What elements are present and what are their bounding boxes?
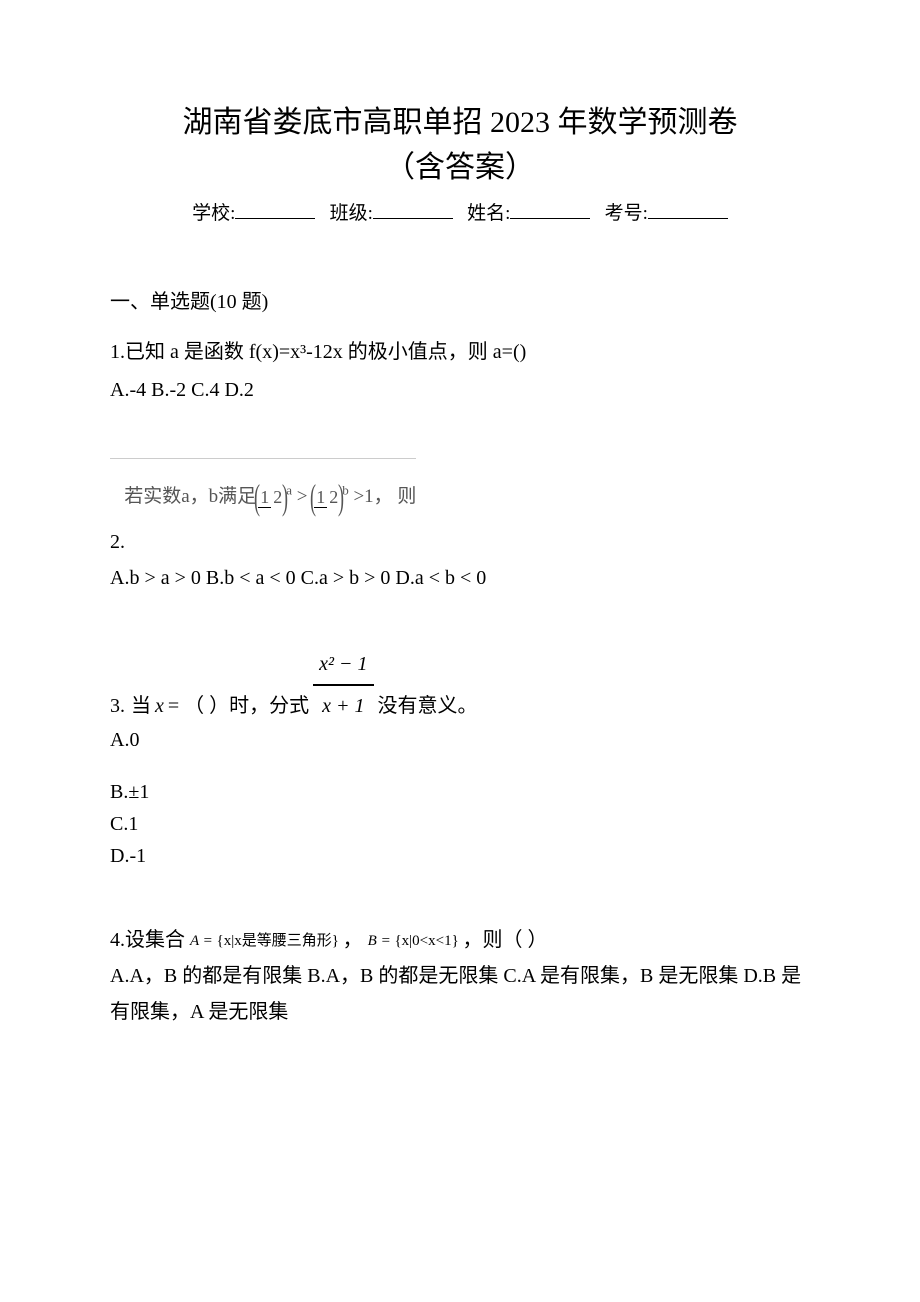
q3-eq: = （ ）时，分式 [168,688,309,724]
q4-setB-body: {x|0<x<1} [394,933,458,949]
exam-blank [648,201,728,219]
q3-opt-c: C.1 [110,808,810,840]
q1-text: 1.已知 a 是函数 f(x)=x³-12x 的极小值点，则 a=() [110,334,810,370]
q4-options: A.A，B 的都是有限集 B.A，B 的都是无限集 C.A 是有限集，B 是无限… [110,958,810,1030]
q2-prefix: 若实数a，b满足 [124,486,256,507]
q3-opt-a: A.0 [110,724,810,756]
question-1: 1.已知 a 是函数 f(x)=x³-12x 的极小值点，则 a=() A.-4… [110,334,810,408]
q3-number: 3. [110,688,125,724]
class-blank [373,201,453,219]
q2-frac1-num: 1 [258,487,271,508]
question-3: 3. 当 x = （ ）时，分式 x² − 1 x + 1 没有意义。 A.0 … [110,646,810,872]
q3-fraction: x² − 1 x + 1 [313,646,373,724]
school-blank [235,201,315,219]
section-1-header: 一、单选题(10 题) [110,285,810,314]
name-label: 姓名: [467,203,510,224]
q2-suffix: >1， 则 [349,486,417,507]
q3-suffix: 没有意义。 [378,688,478,724]
q3-prefix: 当 [131,688,151,724]
name-blank [510,201,590,219]
question-4: 4.设集合 A = {x|x是等腰三角形} ， B = {x|0<x<1} ，则… [110,922,810,1030]
q4-setB-pre: B = [368,933,395,949]
exam-title: 湖南省娄底市高职单招 2023 年数学预测卷 （含答案） [110,100,810,190]
q2-line: 若实数a，b满足(12)a > (12)b >1， 则 [110,458,810,530]
q3-opt-d: D.-1 [110,840,810,872]
q4-prefix: 4.设集合 [110,929,185,951]
q2-frac2-num: 1 [314,487,327,508]
q3-frac-num: x² − 1 [319,653,367,675]
q4-setA-pre: A = [190,933,217,949]
q4-comma1: ， [343,929,363,951]
q4-line: 4.设集合 A = {x|x是等腰三角形} ， B = {x|0<x<1} ，则… [110,922,810,958]
q3-x: x [155,688,164,724]
exam-label: 考号: [605,203,648,224]
school-label: 学校: [192,203,235,224]
q2-math-box: 若实数a，b满足(12)a > (12)b >1， 则 [110,458,416,530]
q3-opt-b-val: ±1 [128,781,149,803]
q4-set-b: B = {x|0<x<1} [368,933,463,949]
q2-options: A.b > a > 0 B.b < a < 0 C.a > b > 0 D.a … [110,560,810,596]
q4-setA-body: {x|x是等腰三角形} [217,933,339,949]
class-label: 班级: [330,203,373,224]
q3-opt-b-prefix: B. [110,781,128,803]
q4-set-a: A = {x|x是等腰三角形} [190,933,343,949]
q3-line: 3. 当 x = （ ）时，分式 x² − 1 x + 1 没有意义。 [110,646,810,724]
question-2: 若实数a，b满足(12)a > (12)b >1， 则 2. A.b > a >… [110,458,810,596]
q1-options: A.-4 B.-2 C.4 D.2 [110,372,810,408]
q4-suffix: ，则（ ） [463,929,548,951]
q2-number: 2. [110,531,125,553]
info-line: 学校: 班级: 姓名: 考号: [110,198,810,225]
q3-frac-den: x + 1 [322,695,364,717]
title-line-1: 湖南省娄底市高职单招 2023 年数学预测卷 [110,100,810,145]
q3-opt-b: B.±1 [110,776,810,808]
title-line-2: （含答案） [110,145,810,190]
